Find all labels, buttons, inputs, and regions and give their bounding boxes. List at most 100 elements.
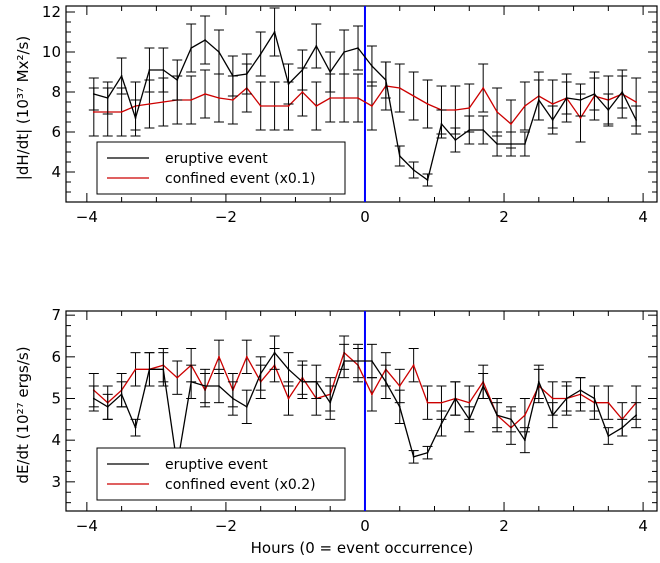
top-confined-point bbox=[231, 99, 234, 101]
top-eruptive-point bbox=[259, 53, 262, 55]
bottom-eruptive-point bbox=[120, 393, 123, 396]
bottom-eruptive-point bbox=[565, 397, 568, 400]
top-confined-point bbox=[92, 111, 95, 113]
top-x-tick-label: −2 bbox=[215, 208, 237, 226]
top-eruptive-point bbox=[635, 119, 638, 121]
top-eruptive-point bbox=[468, 129, 471, 131]
bottom-eruptive-point bbox=[231, 397, 234, 400]
top-x-tick-label: −4 bbox=[76, 208, 98, 226]
top-eruptive-series-line bbox=[93, 30, 637, 182]
top-legend-label-confined: confined event (x0.1) bbox=[165, 171, 316, 187]
top-eruptive-point bbox=[273, 31, 276, 33]
top-confined-point bbox=[579, 117, 582, 119]
top-eruptive-point bbox=[384, 79, 387, 81]
bottom-eruptive-point bbox=[440, 422, 443, 425]
top-confined-point bbox=[510, 123, 512, 125]
top-legend-label-eruptive: eruptive event bbox=[165, 151, 268, 167]
top-y-tick-label: 10 bbox=[42, 43, 61, 61]
top-eruptive-point bbox=[371, 65, 373, 67]
top-confined-point bbox=[426, 103, 429, 105]
bottom-confined-series-line bbox=[93, 351, 637, 429]
top-eruptive-point bbox=[537, 99, 540, 101]
bottom-legend-label-confined: confined event (x0.2) bbox=[165, 477, 316, 493]
bottom-confined-point bbox=[218, 355, 220, 358]
top-confined-point bbox=[162, 101, 165, 103]
bottom-eruptive-point bbox=[607, 435, 610, 437]
bottom-y-tick-label: 7 bbox=[51, 306, 61, 324]
bottom-eruptive-point bbox=[315, 380, 318, 383]
top-confined-point bbox=[204, 93, 206, 95]
top-eruptive-point bbox=[204, 39, 206, 41]
bottom-confined-point bbox=[607, 401, 610, 404]
bottom-panel-y-axis-label: dE/dt (10²⁷ ergs/s) bbox=[14, 346, 32, 483]
top-eruptive-point bbox=[398, 155, 401, 157]
bottom-confined-point bbox=[398, 385, 401, 387]
bottom-panel-de-dt: dE/dt (10²⁷ ergs/s) Hours (0 = event occ… bbox=[14, 306, 658, 557]
top-eruptive-point bbox=[231, 75, 234, 77]
top-eruptive-point bbox=[176, 79, 179, 81]
bottom-eruptive-point bbox=[593, 397, 596, 400]
top-confined-point bbox=[190, 99, 193, 101]
top-y-tick-label: 4 bbox=[51, 163, 61, 181]
bottom-eruptive-point bbox=[218, 385, 220, 387]
bottom-eruptive-point bbox=[523, 439, 526, 442]
top-panel-y-axis-label: |dH/dt| (10³⁷ Mx²/s) bbox=[14, 36, 32, 180]
top-eruptive-point bbox=[565, 97, 568, 99]
bottom-confined-point bbox=[287, 397, 290, 400]
bottom-eruptive-point bbox=[635, 414, 638, 417]
top-confined-point bbox=[343, 97, 346, 99]
top-eruptive-point bbox=[287, 83, 290, 85]
top-confined-point bbox=[398, 87, 401, 89]
bottom-eruptive-series-line bbox=[93, 351, 637, 466]
top-confined-point bbox=[120, 111, 123, 113]
top-y-tick-label: 12 bbox=[42, 3, 61, 21]
top-eruptive-point bbox=[510, 143, 512, 145]
top-eruptive-point bbox=[357, 47, 359, 49]
top-eruptive-point bbox=[454, 139, 457, 141]
bottom-plot-frame bbox=[65, 310, 658, 512]
top-confined-point bbox=[468, 107, 471, 109]
top-eruptive-point bbox=[148, 69, 151, 71]
bottom-eruptive-point bbox=[426, 451, 429, 454]
top-plot-frame bbox=[65, 5, 658, 203]
top-x-tick-label: 4 bbox=[638, 208, 648, 226]
top-confined-point bbox=[412, 95, 415, 97]
top-eruptive-point bbox=[92, 93, 95, 95]
bottom-y-tick-label: 3 bbox=[51, 473, 61, 491]
bottom-confined-point bbox=[523, 414, 526, 417]
top-confined-point bbox=[301, 91, 304, 93]
bottom-eruptive-point bbox=[537, 380, 540, 383]
bottom-eruptive-point bbox=[482, 385, 485, 387]
bottom-confined-point bbox=[440, 401, 443, 404]
top-legend-box bbox=[96, 141, 346, 195]
bottom-eruptive-point bbox=[204, 385, 206, 387]
top-eruptive-point bbox=[551, 119, 554, 121]
bottom-x-tick-label: −2 bbox=[215, 517, 237, 535]
bottom-panel-x-axis-label: Hours (0 = event occurrence) bbox=[251, 539, 474, 557]
bottom-eruptive-point bbox=[273, 351, 276, 354]
top-eruptive-point bbox=[162, 69, 165, 71]
top-eruptive-point bbox=[106, 97, 109, 99]
bottom-eruptive-point bbox=[384, 380, 387, 383]
bottom-eruptive-point bbox=[162, 368, 165, 371]
top-confined-point bbox=[315, 105, 318, 107]
top-confined-point bbox=[148, 103, 151, 105]
top-confined-point bbox=[357, 97, 359, 99]
bottom-eruptive-point bbox=[343, 360, 346, 362]
bottom-confined-point bbox=[176, 376, 179, 379]
bottom-y-tick-label: 5 bbox=[51, 390, 61, 408]
top-confined-point bbox=[496, 111, 498, 113]
top-eruptive-point bbox=[496, 143, 498, 145]
top-eruptive-point bbox=[621, 91, 624, 93]
top-eruptive-point bbox=[579, 99, 582, 101]
bottom-eruptive-point bbox=[496, 414, 498, 417]
bottom-eruptive-point bbox=[148, 368, 151, 371]
bottom-eruptive-point bbox=[190, 380, 193, 383]
top-eruptive-point bbox=[426, 179, 429, 181]
top-confined-point bbox=[482, 87, 485, 89]
bottom-x-tick-label: −4 bbox=[76, 517, 98, 535]
top-eruptive-point bbox=[315, 45, 318, 47]
top-panel-dh-dt: |dH/dt| (10³⁷ Mx²/s) −4 −2 0 2 4 4 6 8 10 12 erupt… bbox=[14, 3, 658, 226]
bottom-eruptive-point bbox=[412, 455, 415, 458]
